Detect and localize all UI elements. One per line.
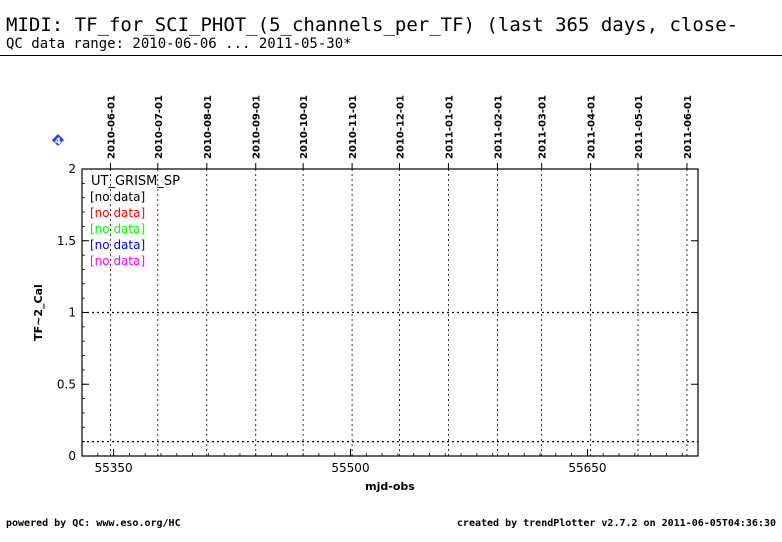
top-date-tick-label: 2010-06-01 xyxy=(106,95,117,159)
y-tick-label: 2 xyxy=(68,162,76,176)
top-date-tick-label: 2010-09-01 xyxy=(252,95,263,159)
y-tick-label: 0 xyxy=(68,449,76,463)
top-date-tick-label: 2010-07-01 xyxy=(154,95,165,159)
top-date-tick-label: 2011-03-01 xyxy=(538,95,549,159)
legend-title: UT_GRISM_SP xyxy=(91,174,180,189)
plot-frame xyxy=(81,168,699,457)
top-date-tick-label: 2010-08-01 xyxy=(203,95,214,159)
y-tick-label: 1 xyxy=(68,306,76,320)
title-divider xyxy=(0,55,782,56)
chart-subtitle: QC data range: 2010-06-06 ... 2011-05-30… xyxy=(6,36,352,52)
top-date-tick-label: 2011-04-01 xyxy=(587,95,598,159)
top-date-tick-label: 2011-05-01 xyxy=(634,95,645,159)
top-date-tick-label: 2011-02-01 xyxy=(493,95,504,159)
top-date-tick-label: 2010-12-01 xyxy=(395,95,406,159)
footer-created-by: created by trendPlotter v2.7.2 on 2011-0… xyxy=(456,518,776,529)
info-marker[interactable]: 4 xyxy=(49,131,67,149)
top-date-tick-label: 2010-11-01 xyxy=(348,95,359,159)
x-tick-label: 55650 xyxy=(568,461,606,475)
legend-entry: [no data] xyxy=(90,206,145,220)
footer-powered-by: powered by QC: www.eso.org/HC xyxy=(6,518,181,529)
legend-entry: [no data] xyxy=(90,190,145,204)
top-date-tick-label: 2011-01-01 xyxy=(444,95,455,159)
info-marker-label: 4 xyxy=(55,137,61,147)
chart-title: MIDI: TF_for_SCI_PHOT_(5_channels_per_TF… xyxy=(6,14,739,36)
top-date-tick-label: 2010-10-01 xyxy=(299,95,310,159)
y-axis-label: TF~2_Cal xyxy=(32,284,45,341)
x-axis-label: mjd-obs xyxy=(365,480,415,493)
legend-entry: [no data] xyxy=(90,254,145,268)
x-tick-label: 55350 xyxy=(94,461,132,475)
y-tick-label: 1.5 xyxy=(57,234,76,248)
x-tick-label: 55500 xyxy=(331,461,369,475)
legend-entry: [no data] xyxy=(90,238,145,252)
top-date-tick-label: 2011-06-01 xyxy=(683,95,694,159)
legend-entry: [no data] xyxy=(90,222,145,236)
info-marker-diamond xyxy=(49,131,67,149)
y-tick-label: 0.5 xyxy=(57,377,76,391)
